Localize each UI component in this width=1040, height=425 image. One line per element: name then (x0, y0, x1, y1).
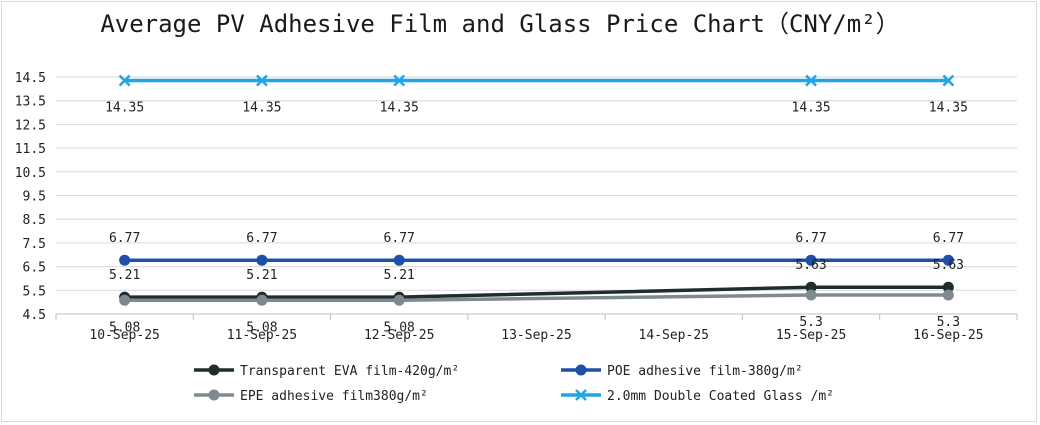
data-label: 5.08 (384, 320, 415, 335)
data-label: 5.63 (933, 258, 964, 273)
legend-item: Transparent EVA film-420g/m² (194, 364, 459, 379)
series-layer (118, 74, 955, 306)
legend-marker (575, 389, 587, 401)
legend-item: POE adhesive film-380g/m² (561, 364, 803, 379)
data-label: 5.21 (109, 268, 140, 283)
y-tick-label: 6.5 (23, 261, 46, 276)
x-tick-label: 10-Sep-25 (89, 328, 159, 343)
legend-marker (575, 364, 587, 376)
y-tick-label: 11.5 (15, 142, 46, 157)
data-point-marker (805, 289, 817, 301)
marker-stroke (942, 74, 955, 87)
data-point-marker (119, 294, 131, 306)
chart-title: Average PV Adhesive Film and Glass Price… (100, 10, 899, 38)
y-tick-label: 8.5 (23, 213, 46, 228)
y-tick-label: 10.5 (15, 166, 46, 181)
data-point-marker (119, 254, 131, 266)
y-tick-label: 12.5 (15, 118, 46, 133)
data-label: 6.77 (384, 231, 415, 246)
x-axis: 10-Sep-25 11-Sep-25 12-Sep-25 13-Sep-25 14-S… (55, 314, 1018, 343)
data-point-marker (805, 74, 817, 87)
marker-stroke (805, 74, 817, 87)
data-label: 5.08 (246, 320, 277, 335)
data-point-marker (256, 294, 268, 306)
data-point-marker (942, 74, 955, 87)
data-point-marker (118, 74, 131, 87)
data-label: 5.3 (799, 315, 822, 330)
data-point-marker (256, 74, 268, 87)
x-tick-label: 14-Sep-25 (639, 328, 709, 343)
y-axis: 4.5 5.5 6.5 7.5 8.5 9.5 10.5 11.5 12.5 13.5 14.5 (15, 71, 46, 323)
data-label: 6.77 (109, 231, 140, 246)
data-label: 6.77 (933, 231, 964, 246)
marker-stroke (256, 74, 268, 87)
data-point-marker (393, 294, 405, 306)
grid-lines (56, 76, 1017, 315)
data-label: 5.63 (795, 258, 826, 273)
data-point-marker (393, 74, 406, 87)
x-tick-label: 12-Sep-25 (364, 328, 434, 343)
data-label: 5.3 (937, 315, 960, 330)
y-tick-label: 4.5 (23, 308, 46, 323)
data-label: 14.35 (105, 101, 144, 116)
legend-label: Transparent EVA film-420g/m² (240, 364, 459, 379)
data-label: 5.21 (384, 268, 415, 283)
data-labels: 5.21 5.21 5.21 5.63 5.63 6.77 6.77 6.77 6.77 6.77… (105, 101, 968, 336)
data-label: 14.35 (380, 101, 419, 116)
data-point-marker (256, 254, 268, 266)
legend-marker (208, 364, 220, 376)
x-tick-label: 13-Sep-25 (501, 328, 571, 343)
legend-item: EPE adhesive film380g/m² (194, 389, 428, 404)
y-tick-label: 9.5 (23, 190, 46, 205)
data-point-marker (942, 289, 954, 301)
y-tick-label: 7.5 (23, 237, 46, 252)
legend-item: 2.0mm Double Coated Glass /m² (561, 389, 834, 404)
data-label: 5.08 (109, 320, 140, 335)
marker-stroke (393, 74, 406, 87)
legend-marker (208, 389, 220, 401)
data-label: 14.35 (242, 101, 281, 116)
legend-label: EPE adhesive film380g/m² (240, 389, 428, 404)
data-point-marker (942, 254, 954, 266)
legend-label: 2.0mm Double Coated Glass /m² (607, 389, 834, 404)
data-point-marker (805, 254, 817, 266)
data-label: 5.21 (246, 268, 277, 283)
legend: Transparent EVA film-420g/m² POE adhesive… (194, 364, 834, 404)
y-tick-label: 13.5 (15, 95, 46, 110)
data-point-marker (942, 281, 954, 293)
data-label: 14.35 (792, 101, 831, 116)
data-label: 14.35 (929, 101, 968, 116)
marker-stroke (118, 74, 131, 87)
y-tick-label: 5.5 (23, 284, 46, 299)
x-tick-label: 16-Sep-25 (913, 328, 983, 343)
legend-label: POE adhesive film-380g/m² (607, 364, 803, 379)
data-label: 6.77 (246, 231, 277, 246)
x-tick-label: 15-Sep-25 (776, 328, 846, 343)
data-point-marker (393, 254, 405, 266)
data-point-marker (805, 281, 817, 293)
x-tick-label: 11-Sep-25 (227, 328, 297, 343)
data-label: 6.77 (795, 231, 826, 246)
y-tick-label: 14.5 (15, 71, 46, 86)
